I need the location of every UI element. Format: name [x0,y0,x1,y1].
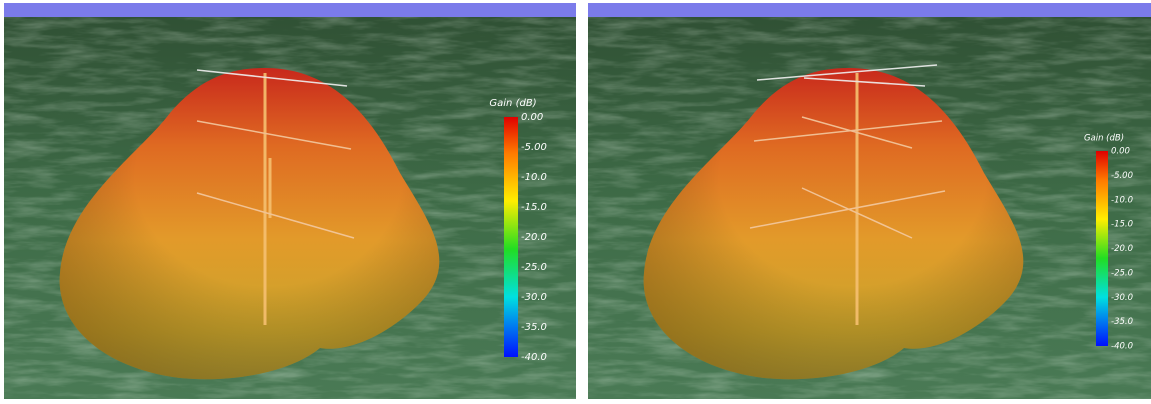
colorbar-label: -40.0 [521,352,547,363]
colorbar-title: Gain (dB) [489,98,536,109]
colorbar-label: -10.0 [1111,195,1133,205]
colorbar-label: -20.0 [521,232,547,243]
colorbar-label: -15.0 [1111,220,1133,230]
colorbar-label: -30.0 [521,292,547,303]
colorbar-label: -35.0 [1111,317,1133,327]
colorbar-label: 0.00 [521,112,543,123]
colorbar-label: -5.00 [521,142,547,153]
scene: Gain (dB) 0.00 -5.00 -10.0 -15.0 -20.0 -25.0 -3… [0,0,1151,400]
colorbar-label: -25.0 [1111,268,1133,278]
page: {"panels": [ {"colorbar": {"title": "Gai… [0,0,1151,400]
colorbar-label: -25.0 [521,262,547,273]
colorbar-label: -5.00 [1111,171,1133,181]
colorbar-label: -35.0 [521,322,547,333]
colorbar-label: -30.0 [1111,293,1133,303]
colorbar-label: -20.0 [1111,244,1133,254]
colorbar-title: Gain (dB) [1084,134,1124,144]
colorbar-label: -15.0 [521,202,547,213]
colorbar-label: -10.0 [521,172,547,183]
colorbar-label: 0.00 [1111,147,1130,157]
right-panel [588,3,1151,399]
colorbar-label: -40.0 [1111,342,1133,352]
left-panel [4,3,576,399]
